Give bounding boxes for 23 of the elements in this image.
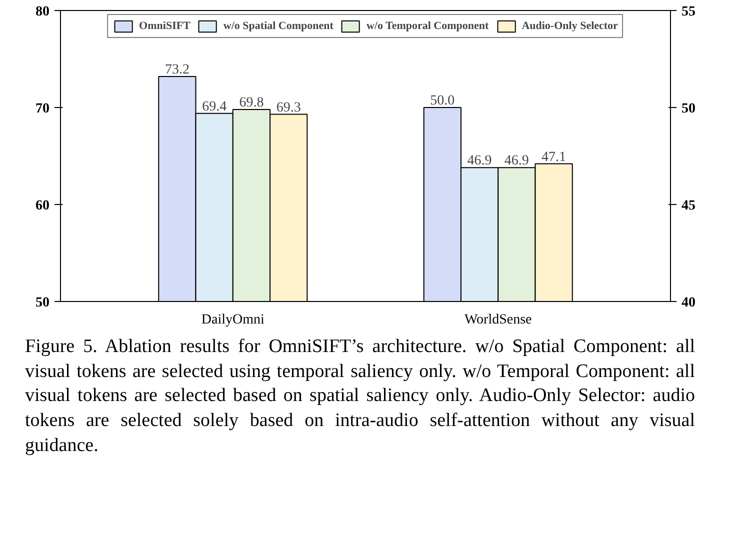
y-tick-label: 60 <box>36 198 50 214</box>
legend-label: w/o Spatial Component <box>223 20 334 32</box>
data-label: 69.4 <box>202 99 227 114</box>
data-label: 46.9 <box>504 154 529 169</box>
caption: Figure 5. Ablation results for OmniSIFT’s architecture. w/o Spatial Component: all visual tokens are selected using temporal saliency only. w/o Temporal Component: all visual tokens are selected based on spatial saliency only. Audio-Only Selector: audio tokens are selected solely based on intra-audio self-attention without any visual guidance. <box>24 335 695 458</box>
legend-label: OmniSIFT <box>139 20 190 32</box>
data-label: 73.2 <box>164 62 190 78</box>
y-tick-label: 80 <box>36 4 50 20</box>
data-label: 69.3 <box>276 100 301 116</box>
x-tick-label: DailyOmni <box>201 312 264 328</box>
data-label: 69.8 <box>239 95 264 110</box>
data-label: 46.9 <box>467 154 492 169</box>
legend-label: Audio-Only Selector <box>522 20 618 32</box>
y2-tick-label: 45 <box>682 198 696 214</box>
y2-tick-label: 40 <box>682 296 696 310</box>
data-label: 50.0 <box>430 94 455 108</box>
y-tick-label: 70 <box>36 102 50 116</box>
legend-label: w/o Temporal Component <box>366 20 489 32</box>
y2-tick-label: 55 <box>682 4 696 20</box>
data-label: 47.1 <box>542 150 566 165</box>
y-tick-label: 50 <box>36 296 50 310</box>
x-tick-label: WorldSense <box>464 312 532 328</box>
y2-tick-label: 50 <box>682 102 696 116</box>
